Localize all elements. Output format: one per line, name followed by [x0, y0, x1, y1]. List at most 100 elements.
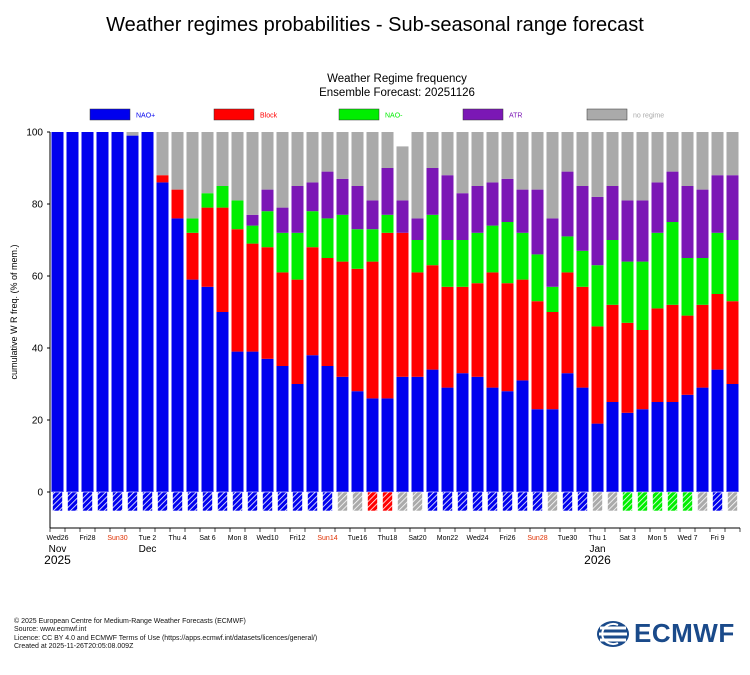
symbol-hatch-38: [622, 492, 633, 511]
bar-naoplus-18: [321, 366, 334, 492]
bar-naoplus-12: [231, 351, 244, 492]
x-tick-label-fri9: Fri 9: [711, 535, 725, 542]
bar-naominus-10: [201, 193, 214, 208]
bar-block-42: [681, 315, 694, 395]
symbol-hatch-3: [97, 492, 108, 511]
bar-naominus-18: [321, 218, 334, 258]
bar-block-32: [531, 301, 544, 410]
weather-regime-chart: Weather Regime frequency Ensemble Forecas…: [9, 73, 741, 567]
bar-block-38: [621, 322, 634, 413]
bar-nominusregime-34: [561, 132, 574, 172]
x-tick-label-fri12: Fri12: [290, 535, 306, 542]
bar-naoplus-42: [681, 394, 694, 492]
bar-naominus-41: [666, 222, 679, 305]
bar-atr-15: [276, 207, 289, 233]
bar-block-29: [486, 272, 499, 388]
x-tick-label-fri26: Fri26: [500, 535, 516, 542]
symbol-hatch-37: [607, 492, 618, 511]
bar-nominusregime-19: [336, 132, 349, 179]
chart-subtitle: Ensemble Forecast: 20251126: [319, 87, 475, 99]
x-tick-label-wed24: Wed24: [466, 535, 488, 542]
bar-nominusregime-40: [651, 132, 664, 183]
bar-naominus-29: [486, 225, 499, 273]
bar-block-12: [231, 229, 244, 352]
bar-naoplus-40: [651, 402, 664, 492]
bar-atr-13: [246, 214, 259, 226]
bar-atr-42: [681, 186, 694, 258]
bar-naominus-11: [216, 186, 229, 208]
symbol-hatch-2: [82, 492, 93, 511]
bar-naoplus-8: [171, 218, 184, 492]
bar-atr-20: [351, 186, 364, 230]
legend-label: Block: [260, 113, 278, 120]
ecmwf-logo: ECMWF: [596, 618, 735, 649]
y-tick-label-20: 20: [32, 416, 44, 427]
bar-nominusregime-37: [606, 132, 619, 186]
symbol-hatch-7: [157, 492, 168, 511]
symbol-hatch-15: [277, 492, 288, 511]
footer-licence: Licence: CC BY 4.0 and ECMWF Terms of Us…: [14, 634, 318, 642]
footer-created: Created at 2025-11-26T20:05:08.009Z: [14, 643, 134, 651]
bar-atr-33: [546, 218, 559, 287]
symbol-hatch-31: [517, 492, 528, 511]
bar-naoplus-32: [531, 409, 544, 492]
bar-atr-38: [621, 200, 634, 262]
bar-nominusregime-33: [546, 132, 559, 219]
bar-nominusregime-18: [321, 132, 334, 172]
bar-nominusregime-22: [381, 132, 394, 168]
bar-naominus-30: [501, 222, 514, 284]
bar-naominus-33: [546, 286, 559, 312]
bar-atr-23: [396, 200, 409, 233]
bar-block-39: [636, 330, 649, 410]
bar-block-20: [351, 268, 364, 392]
bar-naoplus-21: [366, 398, 379, 492]
x-tick-label-tue30: Tue30: [558, 535, 578, 542]
bar-atr-32: [531, 189, 544, 255]
bar-naominus-25: [426, 214, 439, 266]
symbol-hatch-0: [52, 492, 63, 511]
bar-naoplus-43: [696, 387, 709, 492]
x-tick-label-thu1: Thu 1: [589, 535, 607, 542]
bar-naominus-31: [516, 232, 529, 280]
bar-atr-28: [471, 186, 484, 233]
bar-naoplus-19: [336, 376, 349, 492]
bar-naominus-22: [381, 214, 394, 233]
symbol-hatch-21: [367, 492, 378, 511]
symbol-hatch-17: [307, 492, 318, 511]
bar-block-44: [711, 294, 724, 370]
bar-block-28: [471, 283, 484, 377]
bar-block-17: [306, 247, 319, 356]
legend-label: no regime: [633, 113, 664, 120]
bar-block-36: [591, 326, 604, 424]
symbol-hatch-27: [457, 492, 468, 511]
bar-nominusregime-13: [246, 132, 259, 215]
symbol-hatch-20: [352, 492, 363, 511]
bar-nominusregime-45: [726, 132, 739, 176]
bar-block-10: [201, 207, 214, 287]
bar-nominusregime-43: [696, 132, 709, 190]
bar-naominus-36: [591, 265, 604, 327]
bar-naoplus-35: [576, 387, 589, 492]
bar-naoplus-5: [126, 135, 139, 492]
x-tick-label-wed7: Wed 7: [677, 535, 697, 542]
bar-naoplus-20: [351, 391, 364, 492]
bar-naominus-27: [456, 240, 469, 287]
bar-atr-18: [321, 171, 334, 219]
bar-block-22: [381, 232, 394, 399]
bar-naoplus-44: [711, 369, 724, 492]
bar-naoplus-25: [426, 369, 439, 492]
symbol-hatch-13: [247, 492, 258, 511]
symbol-hatch-33: [547, 492, 558, 511]
bar-naoplus-7: [156, 182, 169, 492]
bar-nominusregime-42: [681, 132, 694, 186]
bar-atr-31: [516, 189, 529, 233]
bar-naoplus-13: [246, 351, 259, 492]
bar-naoplus-28: [471, 376, 484, 492]
symbol-hatch-28: [472, 492, 483, 511]
legend-swatch-naominus: [338, 108, 380, 121]
x-tick-label-tue16: Tue16: [348, 535, 368, 542]
symbol-hatch-9: [187, 492, 198, 511]
x-tick-label-sat20: Sat20: [408, 535, 426, 542]
x-tick-label-sat6: Sat 6: [199, 535, 215, 542]
bar-atr-19: [336, 178, 349, 215]
